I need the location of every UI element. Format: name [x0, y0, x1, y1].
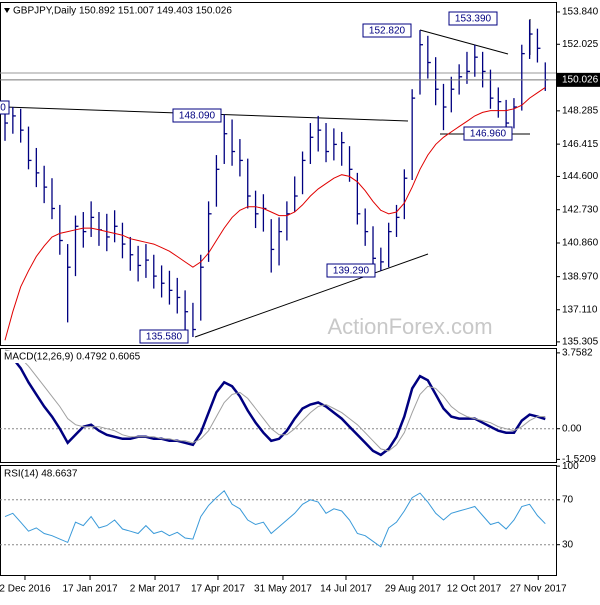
indicator-line: [4, 352, 546, 457]
watermark: ActionForex.com: [327, 314, 492, 339]
annotation-box: [0, 100, 10, 115]
y-tick-label: 142.730: [562, 204, 599, 215]
y-tick-label: 138.970: [562, 271, 599, 282]
current-price-label: 150.026: [562, 74, 599, 85]
y-tick-label: 148.285: [562, 105, 599, 116]
annotation-box: [326, 263, 376, 278]
y-tick-label: 70: [562, 494, 574, 505]
x-tick-label: 17 Jan 2017: [63, 584, 118, 595]
annotation: 0: [0, 103, 6, 114]
main-frame: [0, 2, 557, 346]
x-tick-label: 2 Mar 2017: [130, 584, 181, 595]
macd-frame: [0, 348, 557, 463]
annotation: 148.090: [179, 111, 216, 122]
annotation-box: [463, 126, 513, 141]
annotation-box: [362, 23, 412, 38]
panel-title-box: [2, 468, 90, 480]
symbol-icon: [4, 8, 10, 13]
y-tick-label: 152.025: [562, 39, 599, 50]
annotation: 153.390: [455, 14, 492, 25]
x-tick-label: 17 Apr 2017: [191, 584, 245, 595]
annotation: 135.580: [146, 332, 183, 343]
rsi-frame: [0, 465, 557, 576]
annotation: 152.820: [369, 26, 406, 37]
x-tick-label: 2 Dec 2016: [0, 584, 51, 595]
x-tick-label: 12 Oct 2017: [447, 584, 502, 595]
annotation: 146.960: [470, 129, 507, 140]
y-tick-label: 3.7582: [562, 348, 593, 359]
panel-title: MACD(12,26,9) 0.4792 0.6065: [4, 352, 141, 363]
trendline: [419, 29, 509, 55]
annotation: 139.290: [333, 266, 370, 277]
y-tick-label: -1.5209: [562, 454, 596, 465]
y-tick-label: 100: [562, 461, 579, 472]
x-tick-label: 29 Aug 2017: [385, 584, 442, 595]
current-price-box: [557, 72, 600, 87]
x-tick-label: 31 May 2017: [254, 584, 312, 595]
annotation-box: [139, 329, 189, 344]
y-tick-label: 135.305: [562, 337, 599, 348]
y-tick-label: 144.600: [562, 171, 599, 182]
y-tick-label: 0.00: [562, 423, 582, 434]
panel-title-box: [2, 351, 158, 363]
indicator-line: [4, 349, 546, 452]
y-tick-label: 137.110: [562, 304, 598, 315]
chart-title: GBPJPY,Daily 150.892 151.007 149.403 150…: [13, 6, 232, 17]
trendline: [194, 253, 429, 338]
y-tick-label: 140.860: [562, 238, 599, 249]
moving-average: [4, 86, 546, 341]
x-tick-label: 27 Nov 2017: [510, 584, 567, 595]
annotation-box: [448, 11, 498, 26]
x-tick-label: 14 Jul 2017: [320, 584, 372, 595]
y-tick-label: 30: [562, 539, 574, 550]
y-tick-label: 153.840: [562, 7, 599, 18]
panel-title: RSI(14) 48.6637: [4, 469, 78, 480]
indicator-line: [4, 490, 546, 548]
annotation-box: [172, 108, 222, 123]
y-tick-label: 146.415: [562, 139, 599, 150]
